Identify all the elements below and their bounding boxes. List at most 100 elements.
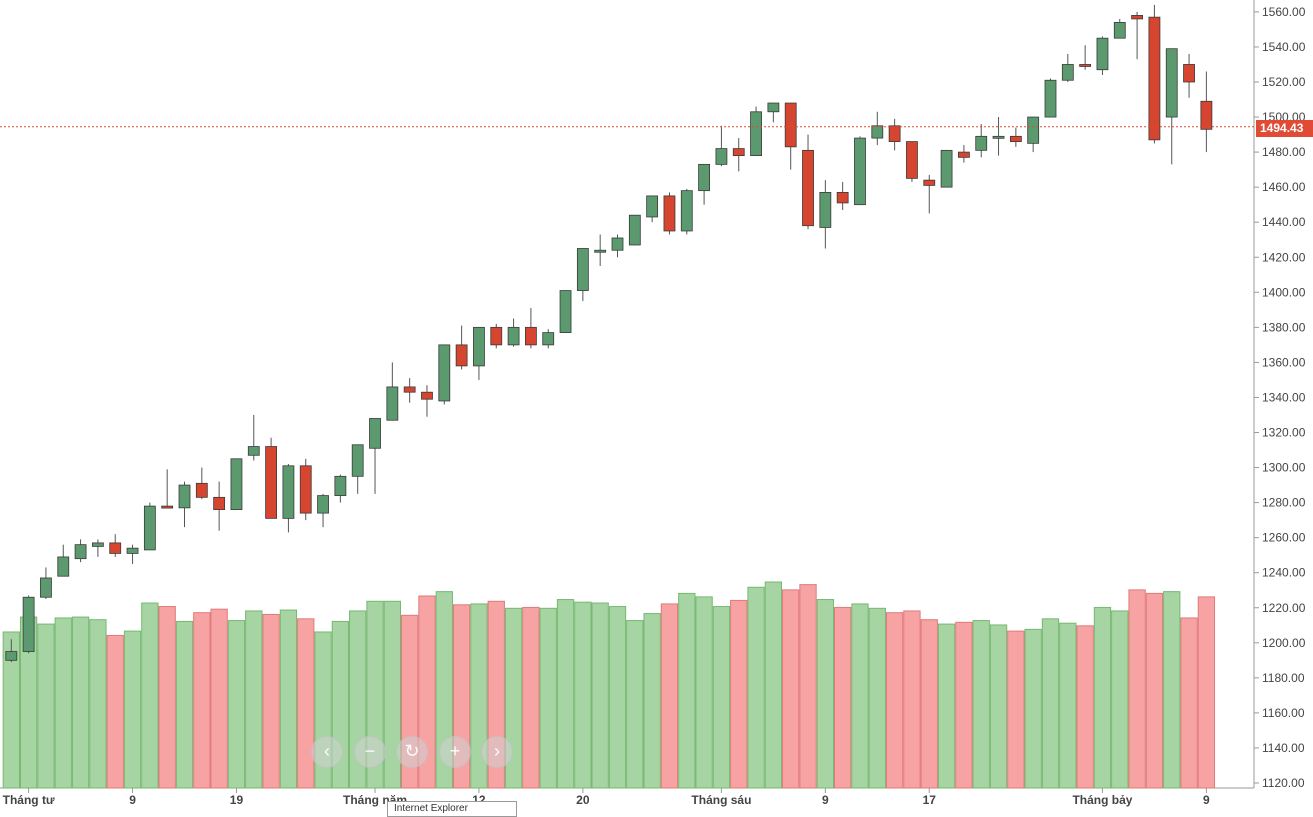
scroll-right-button[interactable]: › — [481, 736, 513, 768]
y-tick-label: 1400.00 — [1262, 285, 1306, 299]
candle-body — [819, 192, 832, 228]
volume-bar — [747, 586, 765, 789]
x-tick-label: 9 — [129, 793, 136, 807]
x-tick-label: Tháng tư — [3, 793, 55, 807]
reset-zoom-button[interactable]: ↻ — [396, 736, 428, 768]
candle-body — [265, 446, 278, 519]
volume-bar — [89, 619, 107, 789]
y-tick-label: 1140.00 — [1262, 741, 1305, 755]
volume-bar — [210, 608, 228, 789]
candle-body — [906, 141, 918, 179]
volume-bar — [279, 609, 298, 789]
x-tick-label: 9 — [822, 793, 829, 807]
candle-body — [888, 125, 901, 142]
candle-body — [5, 651, 18, 661]
volume-bar — [1007, 630, 1025, 789]
volume-bar — [1111, 610, 1129, 789]
volume-bar — [643, 613, 661, 789]
candle-body — [871, 125, 884, 139]
volume-bar — [1145, 592, 1164, 789]
volume-bar — [574, 601, 592, 789]
volume-bar — [730, 599, 748, 789]
candle-body — [559, 290, 572, 334]
candle-body — [767, 102, 780, 113]
candle-body — [22, 596, 35, 652]
candle-body — [715, 148, 728, 165]
volume-bar — [539, 607, 557, 789]
candle-body — [1009, 135, 1022, 142]
volume-bar — [158, 606, 176, 789]
candle-body — [594, 249, 607, 253]
volume-bar — [678, 592, 696, 789]
candle-body — [1044, 79, 1057, 118]
candle-body — [126, 547, 139, 554]
y-tick-label: 1260.00 — [1262, 531, 1306, 545]
scroll-left-button[interactable]: ‹ — [311, 736, 343, 768]
y-tick-label: 1560.00 — [1262, 5, 1306, 19]
volume-bar — [141, 602, 159, 789]
candle-body — [143, 505, 156, 551]
volume-bar — [972, 620, 990, 789]
y-tick-label: 1540.00 — [1262, 40, 1306, 54]
y-tick-label: 1220.00 — [1262, 601, 1306, 615]
y-tick-label: 1520.00 — [1262, 75, 1306, 89]
candle-body — [992, 135, 1005, 139]
candle-body — [1148, 16, 1161, 141]
candle-body — [317, 495, 329, 514]
x-tick-label: 9 — [1203, 793, 1210, 807]
volume-bar — [660, 603, 679, 789]
candle-body — [195, 482, 208, 498]
volume-bar — [782, 589, 800, 789]
y-tick-label: 1200.00 — [1262, 636, 1306, 650]
y-tick-label: 1340.00 — [1262, 390, 1306, 404]
volume-bar — [937, 623, 956, 789]
last-price-label: 1494.43 — [1256, 120, 1313, 137]
y-tick-label: 1120.00 — [1262, 776, 1305, 790]
candle-body — [732, 148, 745, 157]
volume-bar — [556, 599, 575, 789]
candle-body — [836, 192, 849, 204]
zoom-in-button[interactable]: + — [439, 736, 471, 768]
volume-bar — [193, 612, 211, 789]
candle-body — [975, 135, 988, 151]
candle-body — [473, 326, 485, 367]
volume-bar — [816, 599, 834, 789]
volume-bar — [1093, 606, 1112, 789]
volume-bar — [834, 606, 852, 789]
candle-body — [1061, 64, 1074, 81]
candle-body — [1183, 64, 1195, 83]
volume-bar — [227, 620, 246, 789]
y-tick-label: 1300.00 — [1262, 461, 1306, 475]
candle-body — [92, 542, 104, 547]
y-tick-label: 1440.00 — [1262, 215, 1306, 229]
volume-bar — [1024, 628, 1042, 789]
volume-bar — [764, 581, 783, 789]
candle-body — [958, 151, 970, 158]
x-tick-label: 20 — [576, 793, 590, 807]
candle-body — [1131, 15, 1143, 20]
volume-bar — [868, 607, 886, 789]
candle-body — [40, 577, 52, 598]
x-tick-label: 19 — [230, 793, 244, 807]
volume-bar — [851, 603, 869, 789]
candle-body — [109, 542, 122, 554]
volume-bar — [37, 623, 55, 789]
volume-bar — [1197, 596, 1216, 789]
candle-body — [1027, 116, 1040, 144]
volume-bar — [591, 602, 609, 789]
candle-body — [507, 326, 520, 346]
zoom-out-button[interactable]: − — [354, 736, 386, 768]
volume-bar — [903, 610, 921, 789]
candle-body — [161, 505, 174, 509]
y-tick-label: 1360.00 — [1262, 355, 1306, 369]
volume-bar — [1163, 591, 1181, 789]
y-tick-label: 1160.00 — [1262, 706, 1305, 720]
candle-body — [1096, 37, 1109, 71]
candle-body — [282, 465, 295, 519]
candle-body — [438, 344, 451, 402]
candle-body — [940, 149, 953, 188]
volume-bar — [2, 631, 20, 789]
y-tick-label: 1480.00 — [1262, 145, 1306, 159]
volume-bar — [989, 624, 1008, 789]
